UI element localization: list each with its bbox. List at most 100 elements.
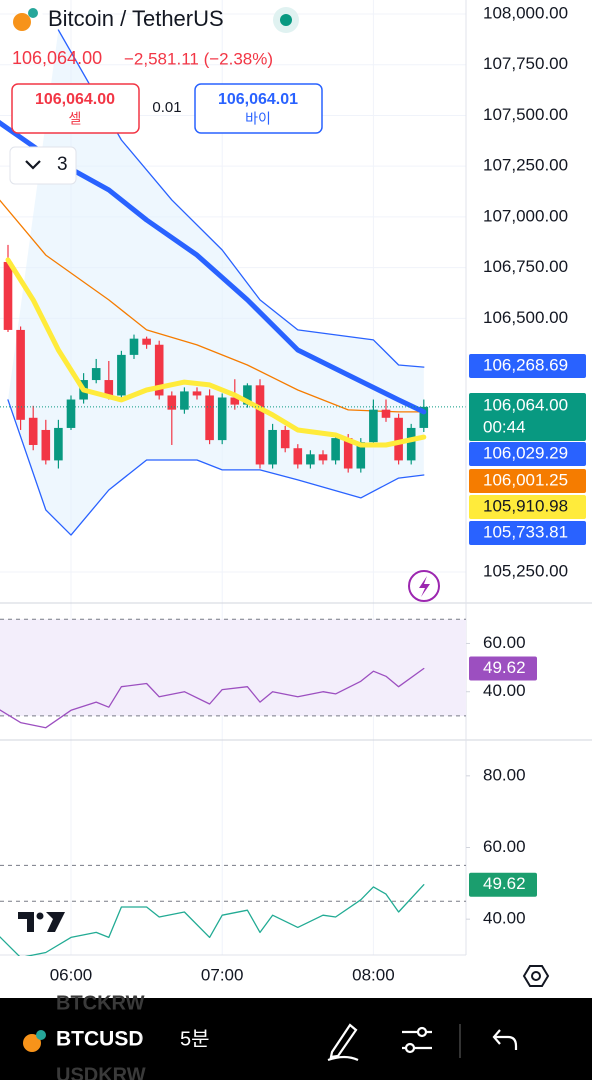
candle-body (41, 429, 51, 461)
y-tick-label: 80.00 (483, 765, 526, 784)
y-tick-label: 107,500.00 (483, 105, 568, 124)
buy-label: 바이 (245, 111, 271, 127)
candle-body (129, 338, 139, 355)
sell-label: 셀 (69, 111, 82, 127)
market-status (280, 14, 292, 26)
settings-sliders[interactable] (402, 1026, 432, 1054)
settings-icon[interactable] (522, 965, 550, 987)
osc-pane (0, 884, 425, 956)
candle-body (217, 397, 227, 441)
candle-body (293, 448, 303, 465)
value-badge (469, 656, 537, 681)
undo-icon[interactable] (492, 1029, 518, 1050)
logo-part (36, 912, 44, 920)
candle-body (180, 391, 189, 410)
candle-body (255, 385, 265, 465)
candle-body (205, 395, 214, 441)
y-tick-label: 40.00 (483, 909, 526, 928)
buy-button[interactable] (194, 83, 323, 134)
candle-body (192, 391, 202, 396)
indicator-line (5, 257, 427, 448)
indicator-line (0, 120, 427, 415)
symbol-title: Bitcoin / TetherUS (48, 6, 224, 31)
price-badge-label: 106,064.00 (483, 395, 568, 414)
x-tick-label: 07:00 (201, 965, 244, 984)
band-fill (8, 30, 424, 536)
indicator-line (0, 884, 425, 956)
price-badge-label: 106,268.69 (483, 355, 568, 374)
y-tick-label: 107,250.00 (483, 156, 568, 175)
y-tick-label: 107,750.00 (483, 54, 568, 73)
candle-body (280, 429, 290, 449)
chevron-icon (25, 160, 41, 170)
price-badge (469, 521, 586, 545)
sell-price: 106,064.00 (35, 91, 115, 108)
candle-body (268, 429, 277, 465)
candle-body (406, 427, 416, 461)
candle-body (54, 427, 63, 461)
candle-body (318, 454, 328, 461)
candle-body (369, 409, 378, 443)
candle-body (381, 409, 391, 418)
price-badge (469, 495, 586, 519)
candle-body (117, 354, 126, 396)
fade (140, 1022, 158, 1058)
y-tick-label: 105,250.00 (483, 561, 568, 580)
toggle-box[interactable] (9, 146, 77, 185)
candle-body (419, 406, 429, 428)
hex[interactable] (522, 965, 550, 987)
candle-body (243, 385, 252, 405)
buy-price: 106,064.01 (218, 91, 298, 108)
rsi-band (0, 619, 466, 716)
y-tick-label: 106,500.00 (483, 308, 568, 327)
price-badge (469, 442, 586, 466)
indicator-line (7, 399, 425, 536)
ghost-symbol: USDKRW (56, 1064, 146, 1080)
price-badge-label: 106,001.25 (483, 470, 568, 489)
y-tick-label: 108,000.00 (483, 3, 568, 22)
value-badge-label: 49.62 (483, 874, 526, 893)
candle-body (16, 329, 25, 420)
indicator-line (57, 29, 425, 368)
sell-button[interactable] (11, 83, 140, 134)
candle-body (142, 338, 151, 345)
x-tick-label: 06:00 (50, 965, 93, 984)
lightning (419, 576, 430, 597)
candle-body (306, 454, 315, 465)
candle-body (104, 380, 114, 396)
bottom-bar: BTCKRW USDKRW BTCUSD 5분 (0, 992, 592, 1080)
value-badge-label: 49.62 (483, 658, 526, 677)
logo-part (18, 912, 34, 932)
y-tick-label: 107,000.00 (483, 206, 568, 225)
bottom-symbol[interactable]: BTCUSD (56, 1028, 144, 1051)
y-tick-label: 60.00 (483, 633, 526, 652)
alert-icon[interactable] (408, 570, 440, 602)
y-tick-label: 40.00 (483, 681, 526, 700)
y-tick-label: 106,750.00 (483, 257, 568, 276)
tv-logo (18, 912, 65, 932)
hex-center (531, 971, 541, 981)
price-badge (469, 393, 586, 441)
indicator-line (0, 667, 425, 729)
interval[interactable]: 5분 (180, 1028, 210, 1050)
candle-body (167, 395, 177, 410)
quantity: 0.01 (152, 99, 181, 116)
price-badge (469, 354, 586, 378)
price-badge-label: 105,733.81 (483, 522, 568, 541)
trade-panel: 106,064.00 셀 0.01 106,064.01 바이 (11, 83, 323, 134)
candle-body (66, 399, 76, 428)
value-badge (469, 872, 537, 897)
y-tick-label: 60.00 (483, 837, 526, 856)
draw-icon[interactable] (327, 1023, 359, 1062)
logo-part (46, 912, 65, 932)
candle-body (331, 438, 340, 461)
indicator-toggle[interactable]: 3 (9, 146, 77, 185)
btc-icon (23, 1034, 41, 1052)
bar-bg (0, 998, 592, 1080)
x-tick-label: 08:00 (352, 965, 395, 984)
candle-body (343, 438, 353, 469)
toggle-count: 3 (57, 154, 68, 175)
candle-body (3, 261, 13, 330)
